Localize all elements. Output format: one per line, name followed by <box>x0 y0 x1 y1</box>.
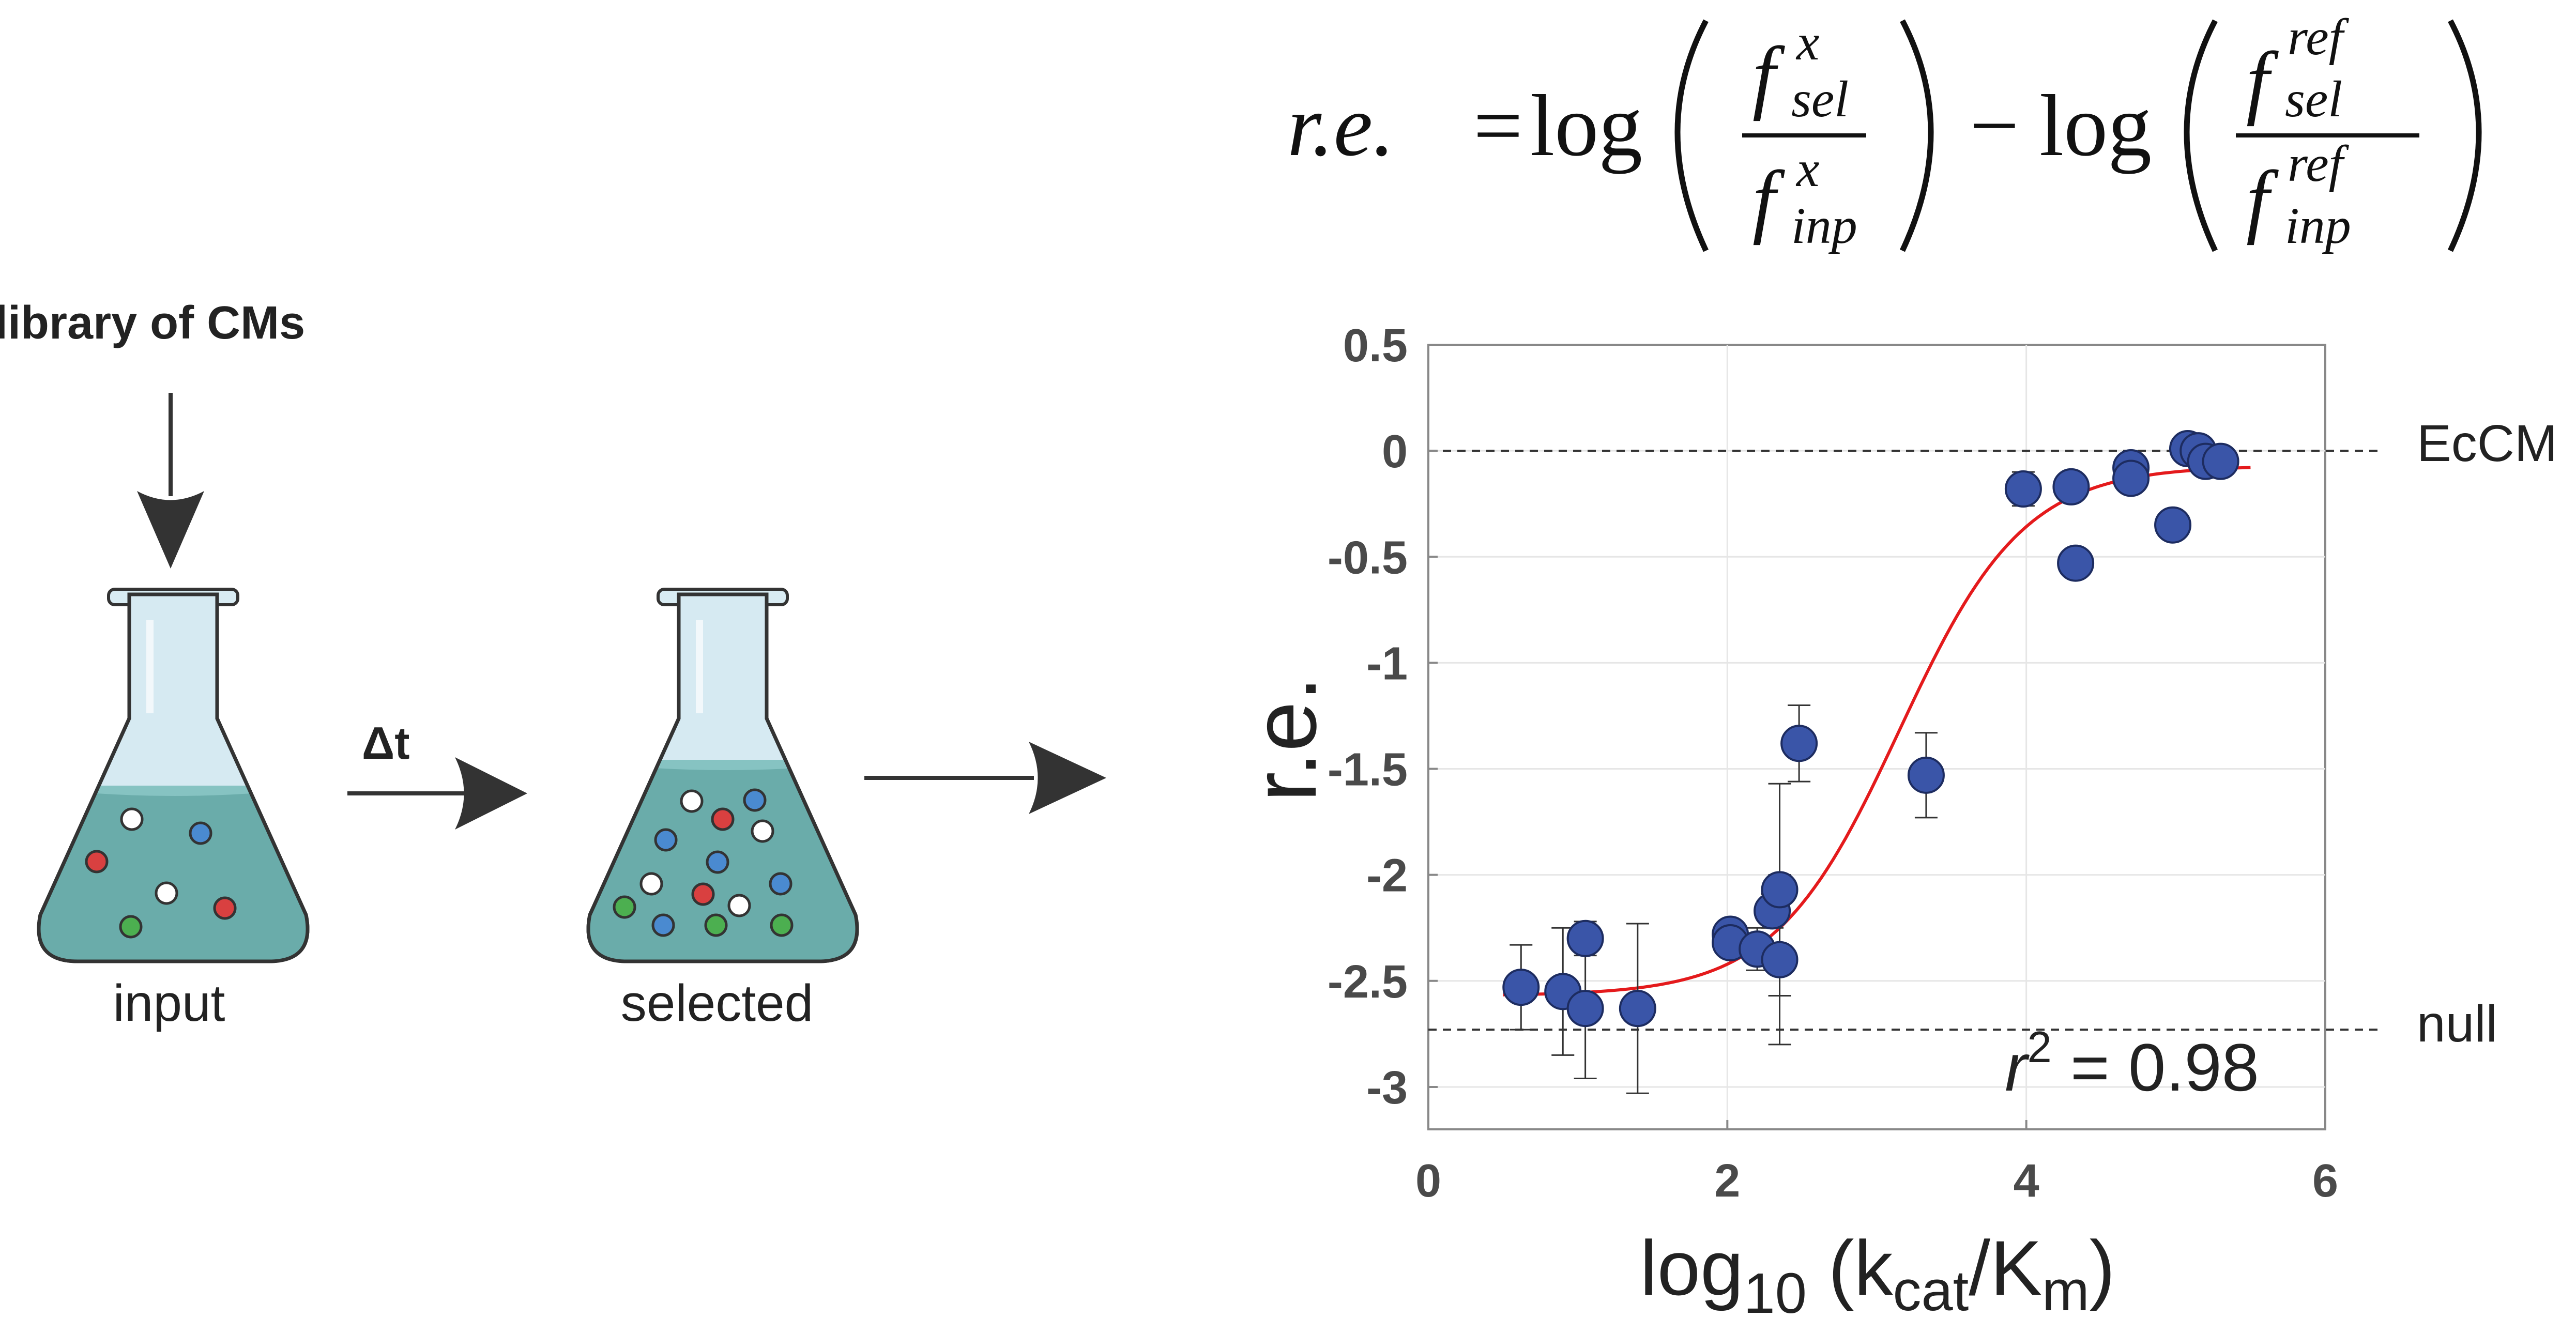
x-tick-label: 0 <box>1415 1155 1441 1207</box>
r-squared-annotation: r2 = 0.98 <box>2005 1023 2259 1105</box>
f-inp-x: f <box>1752 154 1785 246</box>
sub-sel-1: sel <box>1791 70 1849 128</box>
y-tick-label: -3 <box>1366 1062 1408 1114</box>
sub-inp-1: inp <box>1791 197 1857 254</box>
relative-enrichment-formula: r.e. = log f x sel f x inp − log f ref s… <box>1287 8 2482 254</box>
data-point <box>1761 941 1798 978</box>
data-point <box>2202 442 2239 480</box>
y-tick-label: -0.5 <box>1328 532 1408 584</box>
ref-label-null: null <box>2417 995 2497 1053</box>
data-point <box>2154 506 2192 544</box>
sup-ref-1: ref <box>2288 8 2350 66</box>
sup-ref-2: ref <box>2288 135 2350 192</box>
data-point <box>2057 544 2095 582</box>
y-tick-label: 0.5 <box>1343 320 1408 372</box>
f-sel-ref: f <box>2246 35 2279 127</box>
x-axis-label: log10 (kcat/Km) <box>1640 1224 2115 1318</box>
data-point <box>1619 990 1656 1028</box>
data-point <box>1780 725 1818 762</box>
y-tick-labels: 0.5 0 -0.5 -1 -1.5 -2 -2.5 -3 <box>1328 320 1438 1114</box>
selected-flask <box>586 588 859 963</box>
sub-inp-2: inp <box>2285 197 2351 254</box>
ref-label-ecm: EcCM <box>2417 415 2557 472</box>
input-label: input <box>113 974 225 1032</box>
left-paren-2 <box>2184 19 2218 252</box>
y-tick-label: -2.5 <box>1328 956 1408 1008</box>
library-label: library of CMs <box>0 297 305 349</box>
y-tick-label: -1 <box>1366 638 1408 689</box>
data-point <box>1566 990 1604 1028</box>
y-tick-label: -2 <box>1366 850 1408 902</box>
data-point <box>1907 756 1945 794</box>
left-paren-1 <box>1674 19 1709 252</box>
x-tick-label: 4 <box>2014 1155 2039 1207</box>
formula-minus: − <box>1970 77 2019 174</box>
sup-x-1: x <box>1795 13 1819 71</box>
data-point <box>2112 459 2150 497</box>
data-points <box>1502 430 2239 1028</box>
data-point <box>1502 969 1540 1006</box>
formula-log-1: log <box>1530 77 1642 174</box>
y-tick-label: -1.5 <box>1328 744 1408 796</box>
data-point <box>1566 919 1604 957</box>
delta-t-label: Δt <box>362 717 410 769</box>
formula-equals: = <box>1473 77 1523 174</box>
f-inp-ref: f <box>2246 154 2279 246</box>
data-point <box>2004 470 2042 508</box>
formula-log-2: log <box>2039 77 2152 174</box>
input-flask <box>37 588 310 963</box>
x-tick-labels: 0 2 4 6 <box>1415 1120 2338 1207</box>
sub-sel-2: sel <box>2285 70 2342 128</box>
re-vs-kcat-chart: 0 2 4 6 0.5 0 -0.5 -1 -1.5 -2 -2.5 -3 EcCM null r2… <box>1234 320 2557 1318</box>
right-paren-1 <box>1900 19 1934 252</box>
right-paren-2 <box>2448 19 2482 252</box>
x-tick-label: 6 <box>2312 1155 2338 1207</box>
y-axis-label: r.e. <box>1234 676 1335 802</box>
y-tick-label: 0 <box>1382 426 1408 478</box>
library-arrow <box>137 393 204 569</box>
f-sel-x: f <box>1752 29 1785 121</box>
delta-t-arrow <box>347 757 527 830</box>
to-chart-arrow <box>864 742 1106 814</box>
data-point <box>1761 871 1798 909</box>
selected-label: selected <box>621 974 813 1032</box>
formula-lhs: r.e. <box>1287 77 1395 174</box>
sup-x-2: x <box>1795 140 1819 197</box>
data-point <box>2052 468 2090 505</box>
x-tick-label: 2 <box>1714 1155 1740 1207</box>
